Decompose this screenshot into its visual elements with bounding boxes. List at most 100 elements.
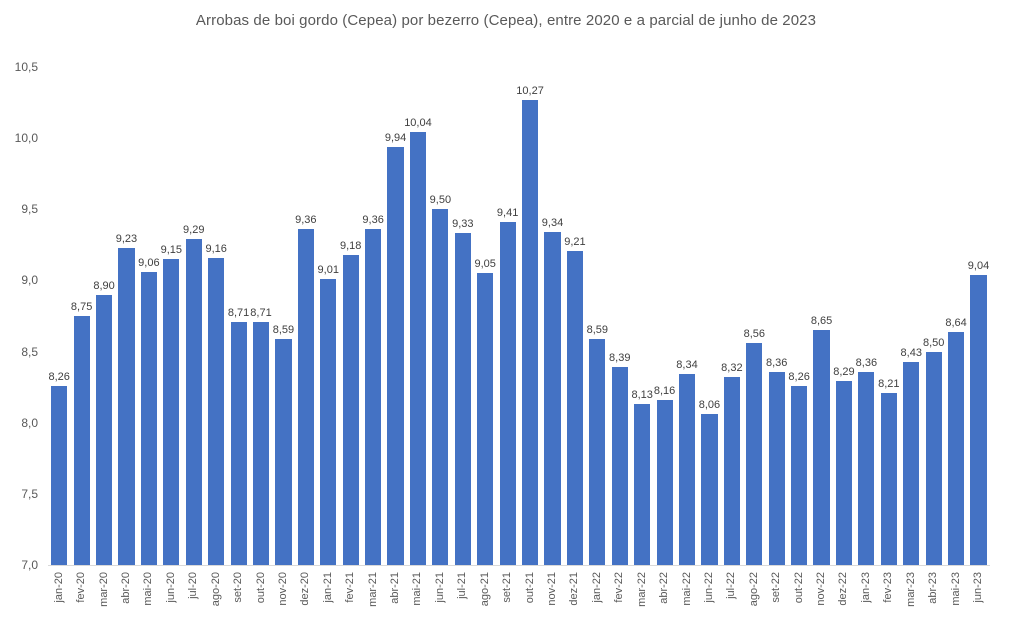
- bar-mai-21: 10,04: [404, 117, 432, 565]
- bar-slot: 9,34: [541, 67, 563, 565]
- x-label-cell: mar-22: [631, 572, 653, 607]
- x-axis: jan-20 fev-20 mar-20 abr-20 mai-20 jun-20 jul-…: [48, 572, 990, 607]
- bar-slot: 9,15: [160, 67, 182, 565]
- y-tick-label: 10,5: [14, 60, 38, 74]
- bar-jul-21: 9,33: [452, 218, 474, 565]
- x-tick-label: jan-22: [590, 572, 603, 603]
- x-tick-label: set-20: [232, 572, 245, 603]
- x-tick-label: jan-21: [321, 572, 334, 603]
- bar-mai-20: 9,06: [138, 257, 160, 565]
- bar-value-label: 8,50: [922, 336, 945, 349]
- bar-slot: 8,59: [272, 67, 294, 565]
- x-label-cell: abr-21: [384, 572, 406, 607]
- bar-slot: 9,94: [384, 67, 406, 565]
- bar-value-label: 9,06: [138, 256, 160, 269]
- bars: 8,26 8,75 8,90 9,23 9,06 9,15 9,29 9,16 8,71 8,71…: [48, 67, 990, 565]
- x-label-cell: jun-21: [429, 572, 451, 607]
- bar-dez-20: 9,36: [295, 214, 317, 565]
- x-tick-label: jul-21: [456, 572, 469, 599]
- bar-value-label: 8,16: [653, 384, 676, 397]
- bar-value-label: 10,04: [404, 117, 432, 130]
- bar-slot: 8,71: [227, 67, 249, 565]
- bar-value-label: 9,29: [183, 224, 205, 237]
- bar-jun-23: 9,04: [968, 260, 989, 565]
- bar-slot: 8,16: [653, 67, 675, 565]
- x-tick-label: ago-20: [209, 572, 222, 607]
- x-label-cell: dez-21: [564, 572, 586, 607]
- x-label-cell: jul-21: [452, 572, 474, 607]
- bar-mar-21: 9,36: [362, 214, 384, 565]
- bar-value-label: 9,94: [384, 131, 407, 144]
- x-tick-label: abr-23: [927, 572, 940, 604]
- bar-mai-23: 8,64: [945, 317, 967, 565]
- bar-value-label: 8,90: [93, 279, 115, 292]
- x-label-cell: ago-22: [743, 572, 765, 607]
- bar-jan-20: 8,26: [48, 371, 70, 565]
- x-label-cell: jun-23: [967, 572, 989, 607]
- x-tick-label: dez-20: [299, 572, 312, 606]
- bar-value-label: 8,34: [676, 359, 698, 372]
- bar-value-label: 9,23: [115, 232, 138, 245]
- bar-slot: 9,04: [967, 67, 989, 565]
- y-tick-label: 8,5: [21, 344, 38, 359]
- x-label-cell: abr-23: [922, 572, 944, 607]
- bar-jan-23: 8,36: [856, 357, 877, 565]
- bar-slot: 9,23: [115, 67, 137, 565]
- bar-set-20: 8,71: [228, 307, 249, 565]
- bar-slot: 8,26: [48, 67, 70, 565]
- bar-slot: 8,64: [945, 67, 967, 565]
- bar-value-label: 10,27: [516, 84, 544, 97]
- bar-value-label: 8,75: [70, 301, 93, 313]
- bar-fev-22: 8,39: [609, 352, 630, 565]
- x-label-cell: fev-22: [609, 572, 631, 607]
- bar-out-21: 10,27: [516, 85, 544, 565]
- bar-mar-23: 8,43: [901, 347, 922, 565]
- x-tick-label: out-21: [523, 572, 536, 604]
- bar-dez-22: 8,29: [833, 366, 855, 565]
- bar-slot: 8,59: [586, 67, 608, 565]
- x-tick-label: fev-22: [613, 572, 626, 603]
- x-tick-label: jul-22: [725, 572, 738, 599]
- bar-slot: 8,34: [676, 67, 698, 565]
- bar-slot: 9,41: [496, 67, 518, 565]
- bar-value-label: 8,36: [765, 356, 788, 369]
- chart-title: Arrobas de boi gordo (Cepea) por bezerro…: [195, 12, 817, 29]
- x-label-cell: nov-22: [810, 572, 832, 607]
- x-tick-label: out-20: [254, 572, 267, 604]
- bar-mai-22: 8,34: [676, 359, 698, 565]
- plot-area: 8,26 8,75 8,90 9,23 9,06 9,15 9,29 9,16 8,71 8,71…: [48, 67, 990, 566]
- bar-slot: 9,05: [474, 67, 496, 565]
- x-tick-label: mai-23: [949, 572, 962, 606]
- bar-value-label: 8,71: [227, 306, 250, 319]
- bar-value-label: 9,41: [496, 207, 519, 220]
- y-tick-label: 7,0: [21, 558, 38, 572]
- x-tick-label: mar-20: [97, 572, 110, 607]
- bar-value-label: 8,06: [698, 399, 721, 412]
- bar-slot: 9,33: [452, 67, 474, 565]
- bar-value-label: 9,34: [541, 217, 564, 230]
- x-label-cell: nov-20: [272, 572, 294, 607]
- x-label-cell: abr-22: [653, 572, 675, 607]
- x-label-cell: set-22: [766, 572, 788, 607]
- x-label-cell: mar-20: [93, 572, 115, 607]
- bar-jul-20: 9,29: [183, 224, 204, 565]
- bar-slot: 9,06: [138, 67, 160, 565]
- bar-slot: 8,56: [743, 67, 765, 565]
- bar-value-label: 8,13: [631, 389, 653, 402]
- y-tick-label: 8,0: [21, 415, 38, 430]
- bar-jul-22: 8,32: [721, 362, 743, 565]
- x-label-cell: out-22: [788, 572, 810, 607]
- x-tick-label: jan-23: [859, 572, 872, 603]
- x-label-cell: jul-22: [721, 572, 743, 607]
- bar-slot: 8,50: [922, 67, 944, 565]
- bar-abr-23: 8,50: [923, 337, 944, 565]
- bar-slot: 8,90: [93, 67, 115, 565]
- bar-slot: 9,01: [317, 67, 339, 565]
- bar-fev-20: 8,75: [71, 301, 92, 565]
- bar-value-label: 8,26: [788, 370, 810, 383]
- y-axis: 7,0 7,5 8,0 8,5 9,0 9,5 10,0 10,5: [0, 61, 38, 571]
- x-tick-label: dez-22: [837, 572, 850, 606]
- x-tick-label: mar-23: [904, 572, 917, 607]
- bar-value-label: 9,01: [317, 264, 339, 277]
- x-tick-label: nov-21: [545, 572, 558, 606]
